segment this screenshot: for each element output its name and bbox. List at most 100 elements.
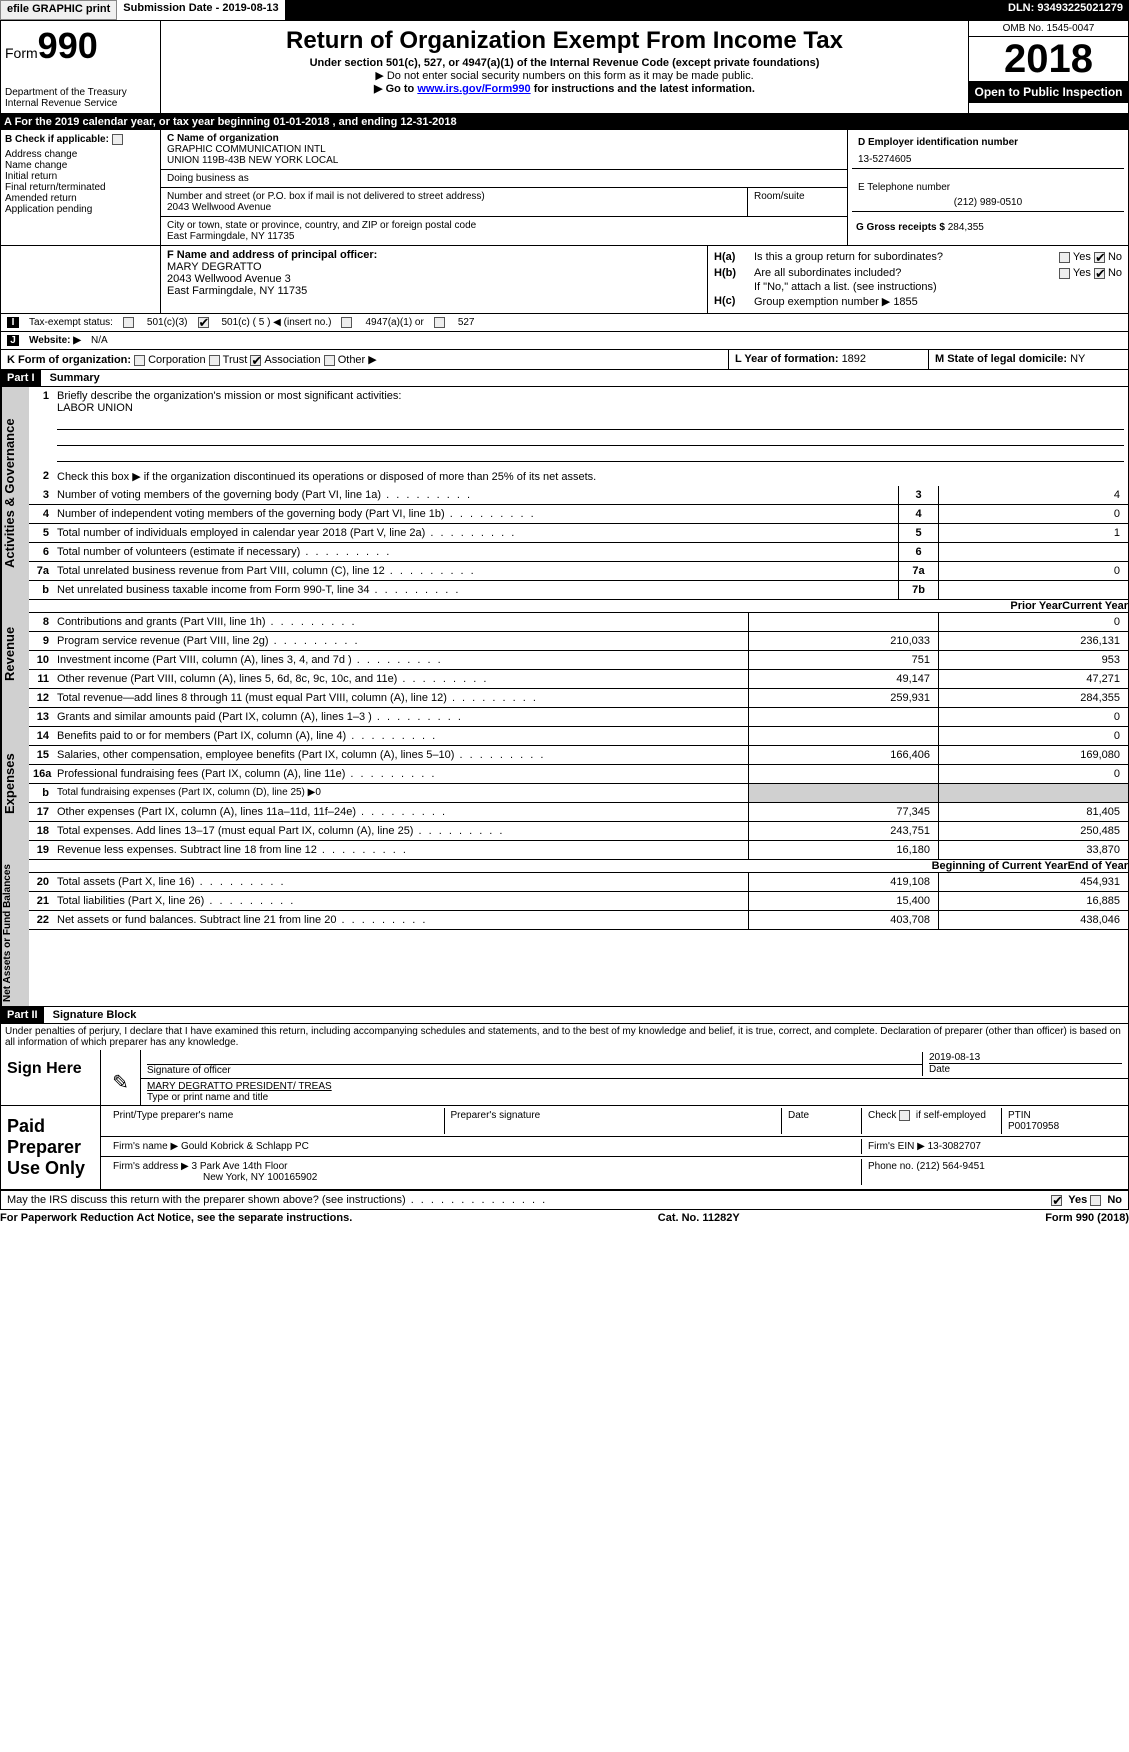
table-row: 5Total number of individuals employed in… bbox=[29, 524, 1128, 543]
q1: Briefly describe the organization's miss… bbox=[53, 387, 1128, 467]
cb-corp[interactable] bbox=[134, 355, 145, 366]
city-value: East Farmingdale, NY 11735 bbox=[167, 231, 841, 242]
self-employed-field: Check if self-employed bbox=[862, 1108, 1002, 1134]
section-expenses: Expenses 13Grants and similar amounts pa… bbox=[0, 708, 1129, 860]
officer-cell: F Name and address of principal officer:… bbox=[161, 246, 708, 313]
hdr-current: Current Year bbox=[1062, 600, 1128, 612]
ein-label: D Employer identification number bbox=[858, 137, 1118, 148]
table-row: 15Salaries, other compensation, employee… bbox=[29, 746, 1128, 765]
hb-yes[interactable] bbox=[1059, 268, 1070, 279]
vtab-revenue: Revenue bbox=[1, 600, 29, 708]
form-header: Form990 Department of the Treasury Inter… bbox=[0, 20, 1129, 114]
hdr-boy: Beginning of Current Year bbox=[932, 860, 1068, 872]
part-2-header: Part II Signature Block bbox=[0, 1007, 1129, 1024]
table-row: 13Grants and similar amounts paid (Part … bbox=[29, 708, 1128, 727]
vtab-governance: Activities & Governance bbox=[1, 387, 29, 600]
table-row: 9Program service revenue (Part VIII, lin… bbox=[29, 632, 1128, 651]
gross-receipts: G Gross receipts $ 284,355 bbox=[852, 218, 1124, 237]
opt-name: Name change bbox=[5, 160, 156, 171]
table-row: 20Total assets (Part X, line 16)419,1084… bbox=[29, 873, 1128, 892]
firm-ein-field: Firm's EIN ▶ 13-3082707 bbox=[862, 1139, 1122, 1154]
submission-label: Submission Date - 2019-08-13 bbox=[117, 0, 284, 20]
row-a-period: A For the 2019 calendar year, or tax yea… bbox=[0, 114, 1129, 130]
open-to-public: Open to Public Inspection bbox=[969, 81, 1128, 103]
col-b-header: B Check if applicable: bbox=[5, 134, 156, 145]
phone-value: (212) 989-0510 bbox=[858, 197, 1118, 208]
row-fh: F Name and address of principal officer:… bbox=[0, 246, 1129, 314]
ha-yes[interactable] bbox=[1059, 252, 1070, 263]
col-d: D Employer identification number 13-5274… bbox=[848, 130, 1128, 245]
officer-addr1: 2043 Wellwood Avenue 3 bbox=[167, 273, 701, 285]
table-row: bTotal fundraising expenses (Part IX, co… bbox=[29, 784, 1128, 803]
table-row: 19Revenue less expenses. Subtract line 1… bbox=[29, 841, 1128, 860]
ein-value: 13-5274605 bbox=[858, 154, 1118, 165]
prep-sig-field[interactable]: Preparer's signature bbox=[445, 1108, 783, 1134]
table-row: 11Other revenue (Part VIII, column (A), … bbox=[29, 670, 1128, 689]
website-label: Website: ▶ bbox=[29, 335, 81, 346]
table-row: 12Total revenue—add lines 8 through 11 (… bbox=[29, 689, 1128, 708]
hdr-prior: Prior Year bbox=[1010, 600, 1062, 612]
opt-final: Final return/terminated bbox=[5, 182, 156, 193]
street-cell: Number and street (or P.O. box if mail i… bbox=[161, 188, 747, 217]
footer-right: Form 990 (2018) bbox=[1045, 1212, 1129, 1224]
form-subtitle: Under section 501(c), 527, or 4947(a)(1)… bbox=[165, 57, 964, 69]
vtab-expenses: Expenses bbox=[1, 708, 29, 860]
opt-amended: Amended return bbox=[5, 193, 156, 204]
section-bcd: B Check if applicable: Address change Na… bbox=[0, 130, 1129, 246]
dept-irs: Internal Revenue Service bbox=[5, 98, 156, 109]
cb-trust[interactable] bbox=[209, 355, 220, 366]
cb-4947[interactable] bbox=[341, 317, 352, 328]
top-bar: efile GRAPHIC print Submission Date - 20… bbox=[0, 0, 1129, 20]
officer-name-field: MARY DEGRATTO PRESIDENT/ TREASType or pr… bbox=[147, 1081, 1122, 1103]
part-1-title: Summary bbox=[44, 370, 106, 386]
table-row: 3Number of voting members of the governi… bbox=[29, 486, 1128, 505]
cb-527[interactable] bbox=[434, 317, 445, 328]
form-number: 990 bbox=[38, 25, 98, 66]
form-org-label: K Form of organization: bbox=[7, 354, 131, 366]
opt-pending: Application pending bbox=[5, 204, 156, 215]
city-cell: City or town, state or province, country… bbox=[161, 217, 847, 245]
cb-501c[interactable] bbox=[198, 317, 209, 328]
cb-irs-yes[interactable] bbox=[1051, 1195, 1062, 1206]
q1-answer: LABOR UNION bbox=[57, 402, 133, 414]
part-2-label: Part II bbox=[1, 1007, 44, 1023]
dba-cell: Doing business as bbox=[161, 170, 847, 188]
header-center: Return of Organization Exempt From Incom… bbox=[161, 21, 968, 113]
cb-501c3[interactable] bbox=[123, 317, 134, 328]
footer: For Paperwork Reduction Act Notice, see … bbox=[0, 1210, 1129, 1226]
q2: Check this box ▶ if the organization dis… bbox=[53, 467, 1128, 486]
paid-preparer-label: Paid Preparer Use Only bbox=[1, 1106, 101, 1189]
table-row: 7aTotal unrelated business revenue from … bbox=[29, 562, 1128, 581]
table-row: 22Net assets or fund balances. Subtract … bbox=[29, 911, 1128, 930]
prep-date-field[interactable]: Date bbox=[782, 1108, 862, 1134]
cb-self-employed[interactable] bbox=[899, 1110, 910, 1121]
form-title: Return of Organization Exempt From Incom… bbox=[165, 27, 964, 55]
cb-other[interactable] bbox=[324, 355, 335, 366]
irs-link[interactable]: www.irs.gov/Form990 bbox=[417, 83, 530, 95]
row-i: I Tax-exempt status: 501(c)(3) 501(c) ( … bbox=[0, 314, 1129, 332]
cb-irs-no[interactable] bbox=[1090, 1195, 1101, 1206]
header-right: OMB No. 1545-0047 2018 Open to Public In… bbox=[968, 21, 1128, 113]
section-netassets: Net Assets or Fund Balances Beginning of… bbox=[0, 860, 1129, 1007]
prep-name-field[interactable]: Print/Type preparer's name bbox=[107, 1108, 445, 1134]
phone-label: E Telephone number bbox=[858, 182, 1118, 193]
tax-year: 2018 bbox=[969, 37, 1128, 81]
efile-button[interactable]: efile GRAPHIC print bbox=[0, 0, 117, 20]
dln-label: DLN: 93493225021279 bbox=[1002, 0, 1129, 20]
sign-arrow-icon: ✎ bbox=[101, 1050, 141, 1105]
cb-assoc[interactable] bbox=[250, 355, 261, 366]
sign-here-label: Sign Here bbox=[1, 1050, 101, 1105]
sig-officer-field[interactable]: Signature of officer bbox=[147, 1052, 922, 1076]
ha-no[interactable] bbox=[1094, 252, 1105, 263]
part-2-title: Signature Block bbox=[47, 1007, 143, 1023]
checkbox-applicable[interactable] bbox=[112, 134, 123, 145]
top-bar-fill bbox=[285, 0, 1002, 20]
firm-addr-field: Firm's address ▶ 3 Park Ave 14th FloorNe… bbox=[107, 1159, 862, 1185]
section-revenue: Revenue Prior YearCurrent Year 8Contribu… bbox=[0, 600, 1129, 708]
table-row: 8Contributions and grants (Part VIII, li… bbox=[29, 613, 1128, 632]
form-prefix: Form bbox=[5, 45, 38, 61]
ptin-field: PTINP00170958 bbox=[1002, 1108, 1122, 1134]
hb-no[interactable] bbox=[1094, 268, 1105, 279]
part-1-label: Part I bbox=[1, 370, 41, 386]
vtab-netassets: Net Assets or Fund Balances bbox=[1, 860, 29, 1006]
